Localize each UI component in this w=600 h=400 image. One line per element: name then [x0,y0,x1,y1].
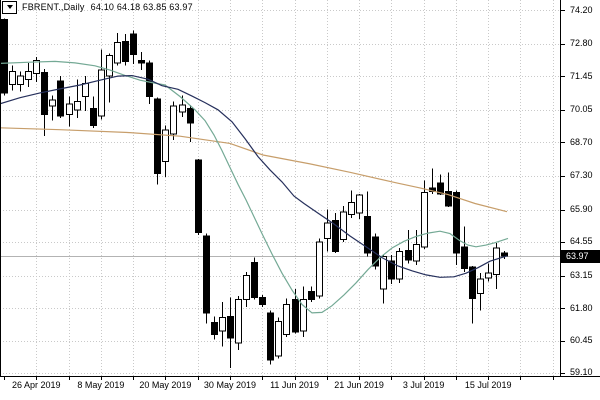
navy-ma [0,74,508,278]
price-label: 65.90 [570,204,593,215]
price-label: 70.05 [570,104,593,115]
teal-ma [0,60,509,314]
price-label: 68.70 [570,136,593,147]
title-bar: FBRENT.,Daily 64.10 64.18 63.85 63.97 [2,0,193,14]
date-label: 8 May 2019 [77,380,125,390]
date-label: 11 Jun 2019 [270,380,319,390]
symbol-dropdown-button[interactable] [2,0,17,14]
price-label: 71.45 [570,70,593,81]
date-label: 15 Jul 2019 [464,380,512,390]
ohlc-values: 64.10 64.18 63.85 63.97 [90,2,193,12]
price-label: 72.80 [570,38,593,49]
price-label: 67.30 [570,170,593,181]
current-price-badge: 63.97 [561,249,600,263]
date-label: 21 Jun 2019 [334,380,384,390]
date-label: 26 Apr 2019 [11,380,61,390]
orange-ma [0,127,508,213]
date-label: 3 Jul 2019 [402,380,445,390]
price-label: 61.80 [570,302,593,313]
triangle-down-icon [6,5,13,9]
price-label: 60.45 [570,335,593,346]
price-label: 59.10 [570,367,593,378]
price-label: 64.55 [570,236,593,247]
chart-title: FBRENT.,Daily [22,2,85,12]
price-label: 63.15 [570,270,593,281]
date-label: 30 May 2019 [203,380,256,390]
date-label: 20 May 2019 [139,380,192,390]
price-label: 74.20 [570,4,593,15]
